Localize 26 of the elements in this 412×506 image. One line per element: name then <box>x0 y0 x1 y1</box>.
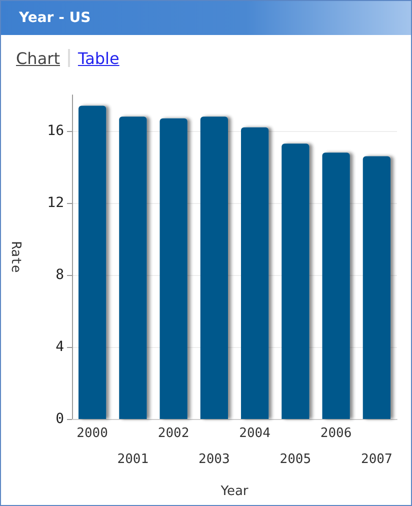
y-tick-label: 4 <box>56 339 64 355</box>
bar <box>241 127 269 419</box>
y-axis-title: Rate <box>8 241 23 273</box>
y-tick-label: 0 <box>56 411 64 427</box>
y-tick-label: 16 <box>47 123 64 139</box>
x-tick-label: 2006 <box>320 426 352 441</box>
bar <box>78 106 106 419</box>
chart-title: Year - US <box>1 1 411 35</box>
bar <box>322 152 350 419</box>
x-axis-title: Year <box>220 484 249 499</box>
bar <box>282 144 310 419</box>
x-tick-label: 2007 <box>361 452 392 467</box>
y-tick-label: 12 <box>47 195 64 211</box>
bar <box>119 116 147 419</box>
x-tick-label: 2000 <box>76 426 108 441</box>
x-tick-label: 2004 <box>239 426 271 441</box>
text: Chart <box>16 48 60 68</box>
x-tick-label: 2003 <box>198 452 230 467</box>
y-tick-label: 8 <box>56 267 64 283</box>
x-tick-label: 2002 <box>158 426 190 441</box>
text: Table <box>78 48 120 68</box>
bar <box>160 118 188 419</box>
bar <box>200 116 228 419</box>
x-tick-label: 2001 <box>117 452 149 467</box>
bar <box>362 156 390 419</box>
x-tick-label: 2005 <box>280 452 312 467</box>
